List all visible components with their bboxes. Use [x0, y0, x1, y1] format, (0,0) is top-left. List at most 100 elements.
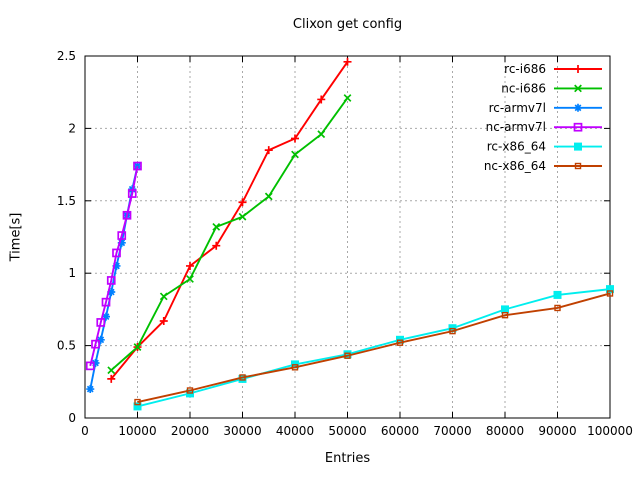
legend-label: nc-i686	[501, 81, 546, 95]
marker-plus	[107, 374, 116, 383]
marker-small-open-square	[239, 374, 246, 381]
legend-entry-nc-armv7l: nc-armv7l	[486, 120, 602, 134]
marker-small-open-square	[134, 398, 141, 406]
marker-cross	[264, 192, 273, 201]
marker-plus	[159, 316, 168, 325]
marker-small-open-square	[606, 290, 614, 297]
marker-cross	[574, 84, 582, 93]
x-tick-labels: 0 10000 20000 30000 40000 50000 60000 70000 8000…	[81, 424, 633, 438]
legend-label: rc-armv7l	[489, 101, 546, 115]
marker-asterisk	[574, 103, 582, 112]
x-tick-label: 20000	[171, 424, 209, 438]
marker-cross	[212, 222, 221, 231]
marker-cross	[343, 94, 352, 102]
y-tick-label: 1	[68, 266, 76, 280]
x-tick-label: 10000	[118, 424, 156, 438]
marker-asterisk	[86, 385, 95, 394]
series-nc-i686	[107, 94, 352, 375]
marker-cross	[186, 275, 194, 283]
chart-title: Clixon get config	[292, 17, 403, 32]
marker-small-open-square	[344, 352, 351, 359]
marker-filled-square	[343, 350, 352, 359]
legend-label: rc-x86_64	[487, 140, 546, 154]
series-nc-armv7l	[85, 161, 142, 371]
marker-small-open-square	[291, 364, 299, 371]
marker-small-open-square	[574, 162, 582, 170]
x-tick-label: 0	[81, 424, 89, 438]
legend-label: rc-i686	[504, 62, 546, 76]
marker-filled-square	[501, 305, 509, 314]
x-tick-label: 70000	[433, 424, 471, 438]
y-tick-label: 0.5	[57, 339, 76, 353]
marker-small-open-square	[554, 304, 561, 312]
marker-filled-square	[238, 374, 247, 383]
x-tick-label: 100000	[587, 424, 633, 438]
marker-open-square	[101, 297, 111, 307]
marker-small-open-square	[449, 327, 456, 335]
marker-filled-square	[574, 142, 582, 151]
marker-filled-square	[133, 402, 142, 411]
marker-cross	[159, 292, 168, 301]
marker-plus	[264, 146, 273, 155]
legend: rc-i686 nc-i686 rc-armv7l nc-armv7l rc-x86_6…	[484, 62, 602, 173]
legend-entry-nc-x86_64: nc-x86_64	[484, 159, 602, 173]
marker-open-square	[117, 231, 127, 240]
x-tick-label: 90000	[538, 424, 576, 438]
legend-entry-rc-armv7l: rc-armv7l	[489, 101, 602, 115]
series-nc-x86_64	[134, 290, 614, 406]
marker-plus	[186, 261, 194, 270]
axes	[84, 55, 611, 419]
marker-cross	[238, 212, 247, 221]
marker-open-square	[127, 189, 137, 198]
marker-cross	[317, 130, 326, 139]
x-tick-label: 60000	[381, 424, 419, 438]
y-tick-labels: 0 0.5 1 1.5 2 2.5	[57, 49, 76, 425]
series-rc-i686	[107, 57, 352, 383]
x-tick-label: 50000	[328, 424, 366, 438]
marker-filled-square	[606, 285, 614, 294]
marker-open-square	[85, 361, 95, 371]
marker-open-square	[106, 276, 116, 285]
marker-cross	[133, 343, 142, 351]
y-tick-label: 0	[68, 411, 76, 425]
series-rc-x86_64	[133, 285, 614, 411]
marker-asterisk	[96, 335, 105, 344]
marker-plus	[574, 65, 582, 73]
marker-cross	[107, 366, 116, 375]
marker-plus	[238, 198, 247, 207]
marker-open-square	[122, 210, 132, 220]
marker-open-square	[112, 248, 121, 258]
marker-plus	[343, 57, 352, 66]
legend-entry-rc-i686: rc-i686	[504, 62, 602, 76]
marker-plus	[291, 134, 299, 143]
marker-asterisk	[102, 312, 110, 321]
marker-asterisk	[117, 238, 126, 247]
y-tick-label: 2	[68, 121, 76, 135]
marker-small-open-square	[501, 311, 509, 319]
x-tick-label: 30000	[223, 424, 261, 438]
legend-entry-nc-i686: nc-i686	[501, 81, 602, 95]
legend-entry-rc-x86_64: rc-x86_64	[487, 140, 602, 154]
marker-asterisk	[107, 288, 116, 297]
marker-open-square	[133, 161, 142, 171]
y-axis-label: Time[s]	[8, 212, 24, 262]
marker-small-open-square	[186, 387, 194, 394]
marker-small-open-square	[396, 339, 404, 346]
x-axis-label: Entries	[324, 451, 371, 466]
marker-plus	[212, 241, 221, 250]
x-tick-label: 80000	[486, 424, 524, 438]
marker-plus	[317, 95, 326, 104]
marker-open-square	[96, 318, 106, 327]
marker-asterisk	[112, 261, 121, 270]
marker-open-square	[91, 339, 100, 349]
legend-label: nc-x86_64	[484, 159, 546, 173]
grid	[85, 56, 610, 418]
marker-asterisk	[91, 358, 100, 367]
y-tick-label: 2.5	[57, 49, 76, 63]
marker-open-square	[573, 122, 583, 132]
marker-filled-square	[553, 290, 562, 299]
marker-cross	[291, 150, 299, 159]
y-tick-label: 1.5	[57, 194, 76, 208]
